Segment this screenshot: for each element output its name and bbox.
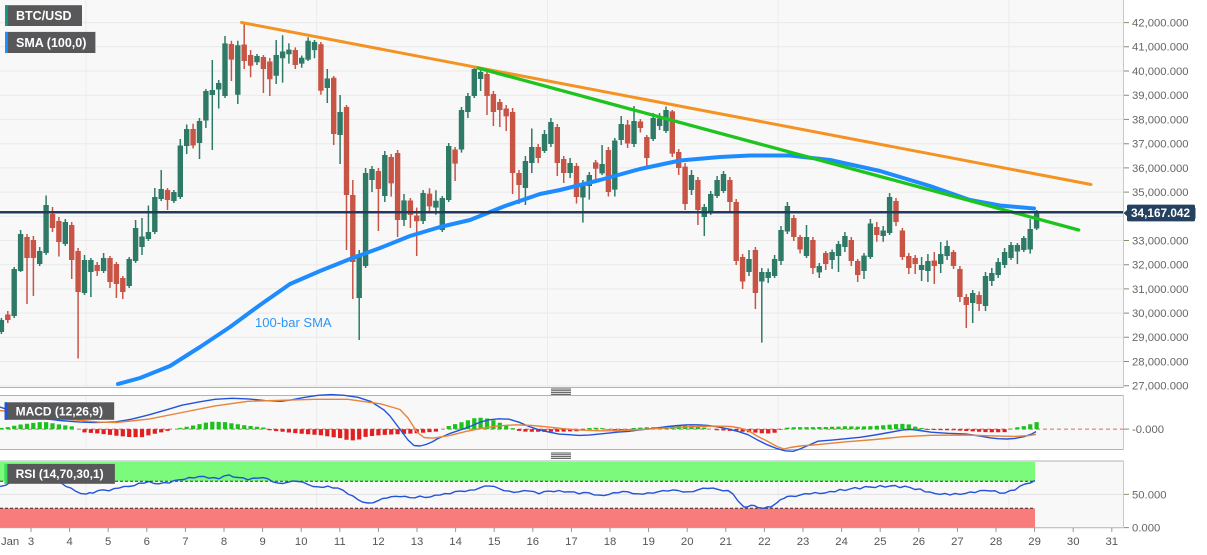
svg-text:24: 24: [835, 536, 848, 548]
svg-text:17: 17: [565, 536, 578, 548]
svg-text:26: 26: [913, 536, 926, 548]
svg-text:BTC/USD: BTC/USD: [16, 9, 72, 23]
svg-text:37,000.000: 37,000.000: [1132, 139, 1189, 151]
svg-text:22: 22: [758, 536, 771, 548]
svg-text:RSI (14,70,30,1): RSI (14,70,30,1): [16, 467, 104, 481]
svg-text:100-bar SMA: 100-bar SMA: [255, 315, 332, 330]
svg-text:8: 8: [221, 536, 227, 548]
svg-text:19: 19: [642, 536, 655, 548]
svg-text:5: 5: [105, 536, 111, 548]
svg-text:41,000.000: 41,000.000: [1132, 42, 1189, 54]
svg-text:30: 30: [1067, 536, 1080, 548]
svg-text:0.000: 0.000: [1132, 523, 1160, 535]
svg-text:9: 9: [259, 536, 265, 548]
svg-text:30,000.000: 30,000.000: [1132, 308, 1189, 320]
svg-text:MACD (12,26,9): MACD (12,26,9): [16, 404, 103, 418]
svg-text:15: 15: [488, 536, 501, 548]
svg-text:40,000.000: 40,000.000: [1132, 66, 1189, 78]
svg-text:35,000.000: 35,000.000: [1132, 187, 1189, 199]
svg-text:28: 28: [990, 536, 1003, 548]
svg-text:20: 20: [681, 536, 694, 548]
svg-text:29: 29: [1028, 536, 1041, 548]
svg-text:3: 3: [28, 536, 34, 548]
svg-text:39,000.000: 39,000.000: [1132, 90, 1189, 102]
svg-text:14: 14: [449, 536, 462, 548]
svg-text:23: 23: [797, 536, 810, 548]
svg-text:25: 25: [874, 536, 887, 548]
svg-text:Jan: Jan: [1, 536, 19, 548]
svg-text:-0.000: -0.000: [1132, 424, 1164, 436]
svg-text:16: 16: [527, 536, 540, 548]
svg-text:36,000.000: 36,000.000: [1132, 163, 1189, 175]
svg-text:27,000.000: 27,000.000: [1132, 381, 1189, 393]
svg-text:13: 13: [411, 536, 424, 548]
svg-text:12: 12: [372, 536, 385, 548]
svg-text:10: 10: [295, 536, 308, 548]
svg-text:7: 7: [182, 536, 188, 548]
svg-text:6: 6: [144, 536, 150, 548]
svg-text:31,000.000: 31,000.000: [1132, 284, 1189, 296]
svg-text:28,000.000: 28,000.000: [1132, 356, 1189, 368]
svg-text:38,000.000: 38,000.000: [1132, 114, 1189, 126]
svg-text:50.000: 50.000: [1132, 489, 1167, 501]
svg-text:SMA (100,0): SMA (100,0): [16, 36, 86, 50]
svg-text:18: 18: [604, 536, 617, 548]
svg-text:42,000.000: 42,000.000: [1132, 18, 1189, 30]
svg-text:34,167.042: 34,167.042: [1131, 206, 1190, 220]
svg-text:21: 21: [720, 536, 733, 548]
svg-text:33,000.000: 33,000.000: [1132, 235, 1189, 247]
svg-text:31: 31: [1106, 536, 1119, 548]
svg-text:4: 4: [66, 536, 72, 548]
svg-text:29,000.000: 29,000.000: [1132, 332, 1189, 344]
svg-text:32,000.000: 32,000.000: [1132, 260, 1189, 272]
svg-text:27: 27: [951, 536, 964, 548]
svg-text:11: 11: [334, 536, 346, 548]
